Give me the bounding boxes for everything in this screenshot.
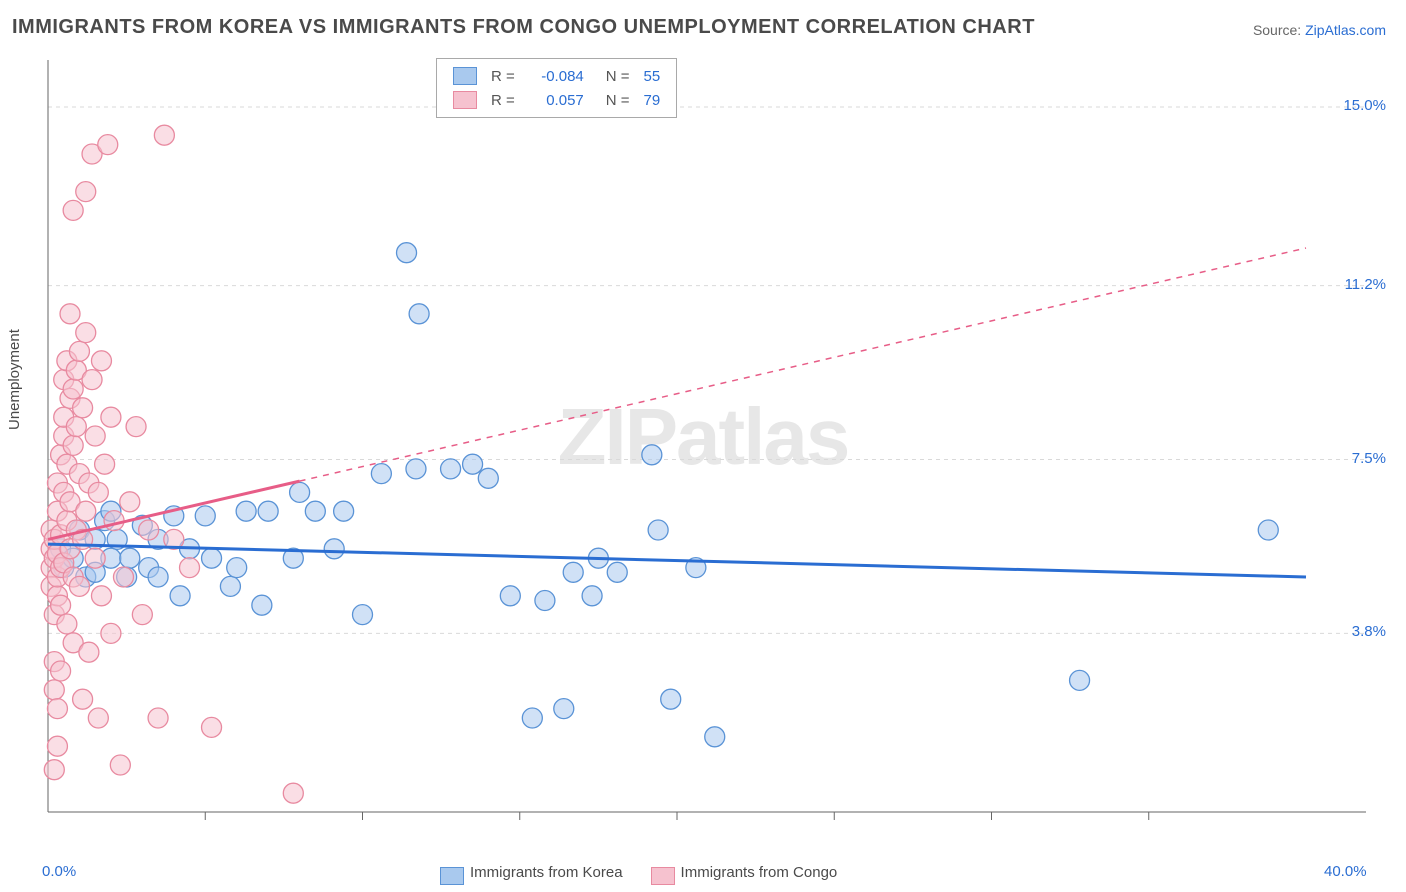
korea-point [148,567,168,587]
korea-point [324,539,344,559]
congo-point [51,595,71,615]
congo-point [76,323,96,343]
congo-point [113,567,133,587]
korea-point [409,304,429,324]
congo-point [69,341,89,361]
congo-trend-dash [300,248,1306,481]
correlation-legend: R =-0.084N =55R =0.057N =79 [436,58,677,118]
congo-point [79,642,99,662]
congo-point [139,520,159,540]
korea-point [406,459,426,479]
congo-point [104,511,124,531]
congo-point [91,351,111,371]
korea-point [661,689,681,709]
congo-point [63,435,83,455]
korea-point [642,445,662,465]
congo-point [63,379,83,399]
congo-point [132,605,152,625]
korea-point [463,454,483,474]
congo-point [69,576,89,596]
congo-point [88,482,108,502]
congo-legend-swatch [651,867,675,885]
korea-point [202,548,222,568]
korea-point [334,501,354,521]
korea-point [1258,520,1278,540]
korea-point [353,605,373,625]
korea-point [478,468,498,488]
korea-point [563,562,583,582]
congo-point [85,548,105,568]
congo-point [110,755,130,775]
chart-container: IMMIGRANTS FROM KOREA VS IMMIGRANTS FROM… [0,0,1406,892]
congo-point [180,558,200,578]
korea-point [535,591,555,611]
korea-point [500,586,520,606]
congo-point [101,407,121,427]
korea-point [371,464,391,484]
korea-point [170,586,190,606]
korea-point [582,586,602,606]
congo-point [76,501,96,521]
congo-point [82,370,102,390]
korea-point [607,562,627,582]
congo-point [283,783,303,803]
congo-point [154,125,174,145]
legend-row-congo: R =0.057N =79 [447,89,666,111]
x-axis-min: 0.0% [42,863,76,880]
congo-point [60,304,80,324]
korea-legend-label: Immigrants from Korea [470,864,623,881]
y-tick-label: 3.8% [1352,623,1386,640]
korea-point [236,501,256,521]
congo-point [66,417,86,437]
x-axis-max: 40.0% [1324,863,1367,880]
y-tick-label: 15.0% [1343,97,1386,114]
korea-point [554,699,574,719]
korea-point [227,558,247,578]
congo-point [44,680,64,700]
congo-point [44,760,64,780]
korea-point [705,727,725,747]
series-legend: Immigrants from Korea Immigrants from Con… [440,864,865,882]
congo-point [91,586,111,606]
congo-point [76,182,96,202]
korea-point [305,501,325,521]
korea-point [258,501,278,521]
korea-swatch [453,67,477,85]
korea-point [522,708,542,728]
congo-point [57,614,77,634]
y-tick-label: 11.2% [1345,276,1386,293]
korea-legend-swatch [440,867,464,885]
congo-point [202,717,222,737]
korea-point [120,548,140,568]
korea-point [195,506,215,526]
korea-point [648,520,668,540]
congo-point [98,135,118,155]
congo-point [47,699,67,719]
congo-swatch [453,91,477,109]
congo-point [51,661,71,681]
legend-row-korea: R =-0.084N =55 [447,65,666,87]
korea-point [290,482,310,502]
congo-point [85,426,105,446]
korea-point [220,576,240,596]
congo-point [126,417,146,437]
congo-point [101,623,121,643]
y-tick-label: 7.5% [1352,450,1386,467]
congo-point [73,398,93,418]
congo-legend-label: Immigrants from Congo [681,864,838,881]
korea-point [397,243,417,263]
congo-point [63,200,83,220]
korea-point [1070,670,1090,690]
congo-point [95,454,115,474]
congo-point [88,708,108,728]
congo-point [120,492,140,512]
korea-point [441,459,461,479]
korea-point [252,595,272,615]
congo-point [148,708,168,728]
congo-point [47,736,67,756]
congo-point [73,689,93,709]
chart-svg [0,0,1406,892]
